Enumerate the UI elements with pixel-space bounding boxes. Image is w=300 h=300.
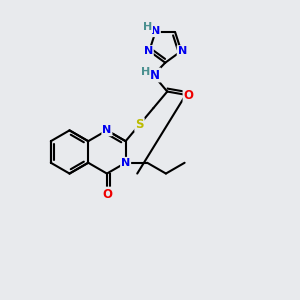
Text: N: N [102, 125, 112, 135]
Text: S: S [135, 118, 144, 131]
Text: N: N [121, 158, 130, 168]
Text: N: N [150, 68, 160, 82]
Text: N: N [178, 46, 187, 56]
Text: N: N [151, 26, 160, 36]
Text: H: H [141, 67, 150, 77]
Text: O: O [102, 188, 112, 201]
Text: N: N [144, 46, 153, 56]
Text: H: H [143, 22, 152, 32]
Text: O: O [184, 89, 194, 102]
